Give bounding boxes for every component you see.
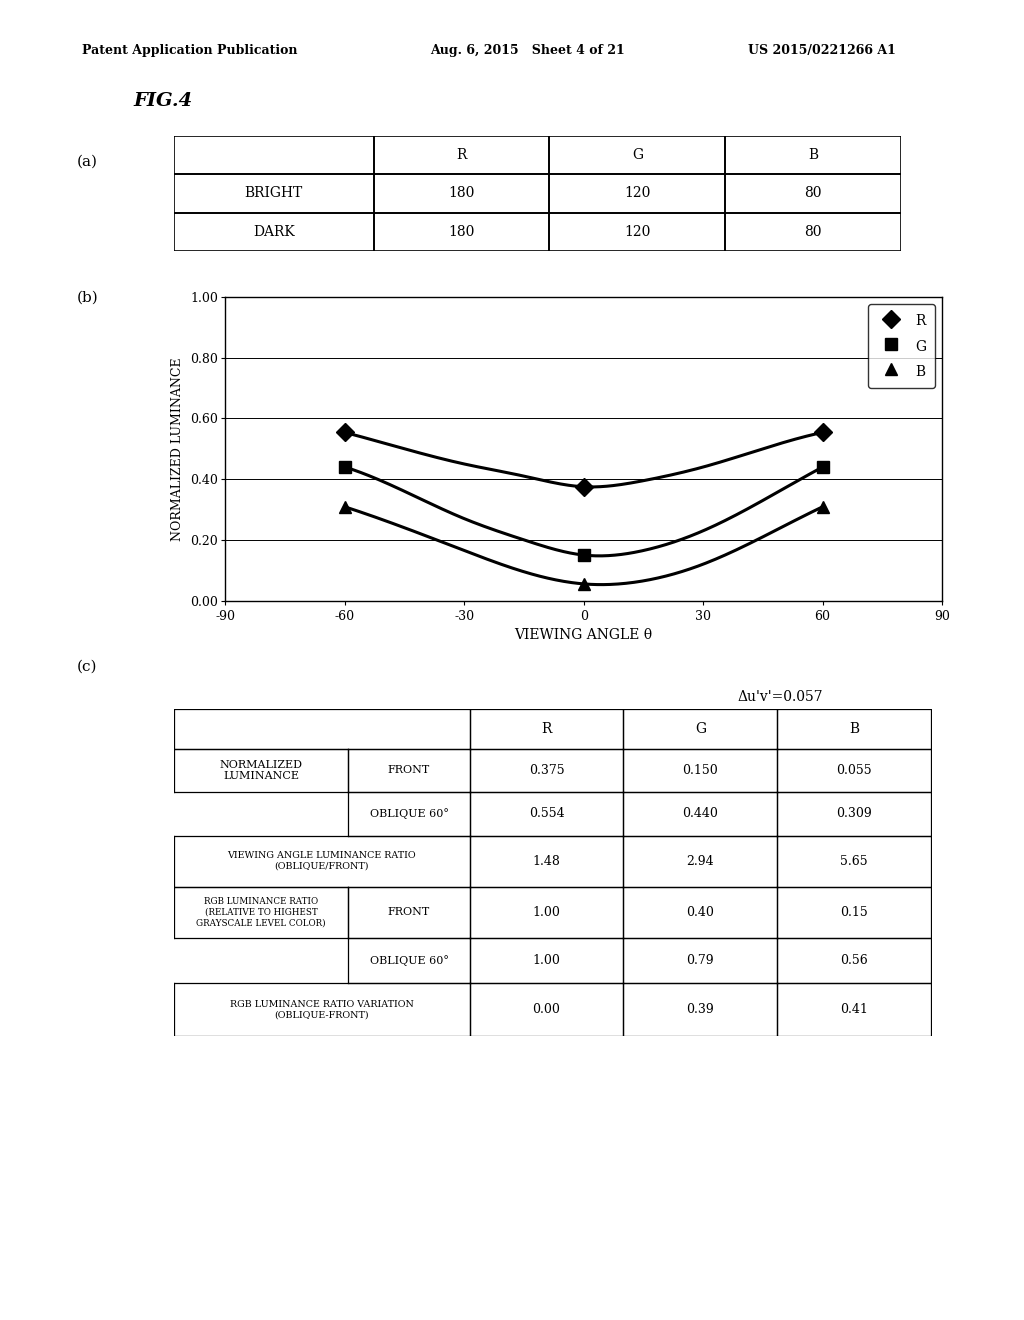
Text: B: B — [849, 722, 859, 735]
Text: 2.94: 2.94 — [686, 854, 714, 867]
Text: 0.15: 0.15 — [841, 906, 868, 919]
Line: R: R — [339, 426, 828, 438]
R — [816, 425, 828, 441]
R — [339, 425, 351, 441]
Text: Patent Application Publication: Patent Application Publication — [82, 44, 297, 57]
Text: OBLIQUE 60°: OBLIQUE 60° — [370, 808, 449, 820]
Text: B: B — [808, 148, 818, 162]
X-axis label: VIEWING ANGLE θ: VIEWING ANGLE θ — [515, 628, 652, 643]
Line: B: B — [339, 500, 828, 590]
Text: DARK: DARK — [253, 224, 295, 239]
Text: 0.41: 0.41 — [841, 1003, 868, 1016]
Text: 0.150: 0.150 — [682, 764, 718, 777]
Text: 0.39: 0.39 — [686, 1003, 714, 1016]
Text: FRONT: FRONT — [388, 907, 430, 917]
G — [816, 459, 828, 475]
Text: 0.554: 0.554 — [528, 808, 564, 820]
G — [339, 459, 351, 475]
Text: 80: 80 — [805, 224, 822, 239]
Text: 0.440: 0.440 — [682, 808, 718, 820]
Text: VIEWING ANGLE LUMINANCE RATIO
(OBLIQUE/FRONT): VIEWING ANGLE LUMINANCE RATIO (OBLIQUE/F… — [227, 851, 416, 871]
Text: FIG.4: FIG.4 — [133, 92, 193, 111]
Text: US 2015/0221266 A1: US 2015/0221266 A1 — [748, 44, 895, 57]
Text: (c): (c) — [77, 660, 97, 675]
Text: Aug. 6, 2015   Sheet 4 of 21: Aug. 6, 2015 Sheet 4 of 21 — [430, 44, 625, 57]
Text: 0.40: 0.40 — [686, 906, 715, 919]
Text: G: G — [632, 148, 643, 162]
Text: 0.79: 0.79 — [686, 954, 714, 968]
B — [578, 576, 590, 591]
B — [339, 499, 351, 515]
Text: RGB LUMINANCE RATIO
(RELATIVE TO HIGHEST
GRAYSCALE LEVEL COLOR): RGB LUMINANCE RATIO (RELATIVE TO HIGHEST… — [197, 898, 326, 927]
Text: G: G — [694, 722, 706, 735]
Text: 0.56: 0.56 — [841, 954, 868, 968]
Text: 120: 120 — [625, 186, 650, 201]
Text: 80: 80 — [805, 186, 822, 201]
Text: RGB LUMINANCE RATIO VARIATION
(OBLIQUE-FRONT): RGB LUMINANCE RATIO VARIATION (OBLIQUE-F… — [230, 1001, 414, 1019]
Text: 180: 180 — [449, 224, 475, 239]
Text: 1.00: 1.00 — [532, 906, 560, 919]
Text: 0.055: 0.055 — [837, 764, 872, 777]
Text: 1.00: 1.00 — [532, 954, 560, 968]
Text: (b): (b) — [77, 290, 98, 305]
Y-axis label: NORMALIZED LUMINANCE: NORMALIZED LUMINANCE — [171, 356, 183, 541]
Text: 180: 180 — [449, 186, 475, 201]
Text: R: R — [457, 148, 467, 162]
Text: 120: 120 — [625, 224, 650, 239]
Text: 0.309: 0.309 — [837, 808, 872, 820]
Text: FRONT: FRONT — [388, 766, 430, 775]
Text: OBLIQUE 60°: OBLIQUE 60° — [370, 956, 449, 966]
Text: NORMALIZED
LUMINANCE: NORMALIZED LUMINANCE — [220, 759, 303, 781]
Legend: R, G, B: R, G, B — [868, 304, 935, 388]
Text: 1.48: 1.48 — [532, 854, 560, 867]
G — [578, 546, 590, 562]
Text: Δu'v'=0.057: Δu'v'=0.057 — [737, 690, 823, 705]
B — [816, 499, 828, 515]
Text: 5.65: 5.65 — [841, 854, 868, 867]
Text: 0.375: 0.375 — [528, 764, 564, 777]
Line: G: G — [339, 461, 828, 561]
Text: (a): (a) — [77, 154, 98, 169]
Text: 0.00: 0.00 — [532, 1003, 560, 1016]
Text: BRIGHT: BRIGHT — [245, 186, 303, 201]
Text: R: R — [542, 722, 552, 735]
